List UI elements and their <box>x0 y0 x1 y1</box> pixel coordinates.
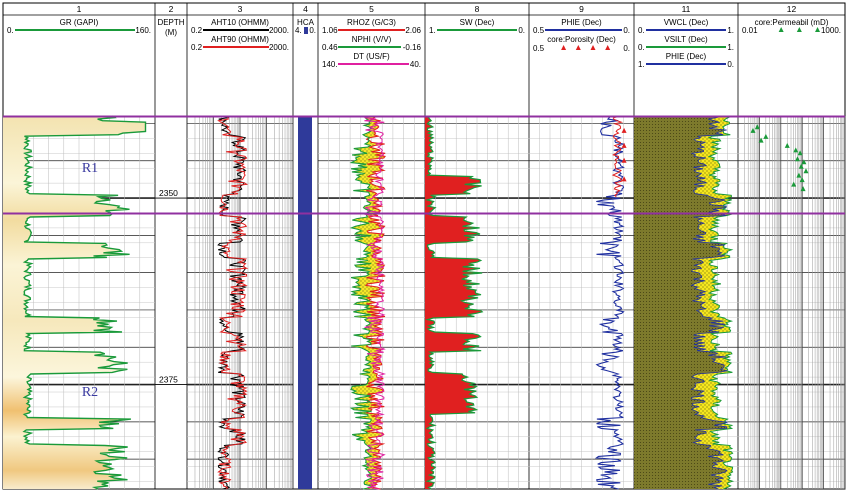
curve-name: VSILT (Dec) <box>664 35 708 44</box>
track-number: 2 <box>169 4 174 14</box>
curve-max-label: -0.16 <box>403 43 422 52</box>
curve-min-label: 1. <box>638 60 645 69</box>
track-number: 12 <box>787 4 797 14</box>
permeability-point <box>803 168 809 174</box>
curve-max-label: 2000. <box>269 26 289 35</box>
permeability-point <box>791 181 797 187</box>
gr-sand-fill <box>3 116 146 489</box>
permeability-marker <box>778 27 784 32</box>
core-porosity-marker <box>605 45 611 50</box>
sw-fill <box>425 116 483 489</box>
core-porosity-marker <box>561 45 567 50</box>
aht90-curve <box>217 115 249 490</box>
phie-curve <box>594 115 626 490</box>
curve-max-label: 2.06 <box>405 26 421 35</box>
core-porosity-point <box>621 142 627 148</box>
permeability-point <box>750 127 756 133</box>
curve-min-label: 1.06 <box>322 26 338 35</box>
permeability-point <box>798 163 804 169</box>
curve-name: core:Permeabil (mD) <box>755 18 829 27</box>
permeability-point <box>793 147 799 153</box>
permeability-point <box>796 172 802 178</box>
curve-min-label: 0. <box>638 43 645 52</box>
curve-min-label: 0. <box>638 26 645 35</box>
curve-min-label: 1. <box>429 26 436 35</box>
curve-max-label: 160. <box>135 26 151 35</box>
depth-header-unit: (M) <box>165 28 177 37</box>
dt-curve <box>363 115 387 490</box>
permeability-point <box>754 124 760 130</box>
curve-max-label: 0. <box>727 60 734 69</box>
hca-min-label: 4. <box>295 26 302 35</box>
hca-legend-swatch <box>304 27 308 34</box>
track-number: 11 <box>682 4 691 14</box>
curve-min-label: 0.5 <box>533 44 545 53</box>
curve-name: core:Porosity (Dec) <box>547 35 616 44</box>
curve-max-label: 40. <box>410 60 421 69</box>
curve-name: DT (US/F) <box>353 52 390 61</box>
curve-name: PHIE (Dec) <box>561 18 602 27</box>
hca-bar <box>298 117 312 489</box>
depth-label: 2375 <box>159 375 178 385</box>
core-porosity-point <box>621 127 627 133</box>
permeability-point <box>794 156 800 162</box>
sw-curve <box>424 115 484 490</box>
curve-min-label: 0.46 <box>322 43 338 52</box>
permeability-point <box>799 177 805 183</box>
track-number: 1 <box>77 4 82 14</box>
vsilt-curve <box>707 115 735 490</box>
track-number: 4 <box>303 4 308 14</box>
permeability-point <box>758 137 764 143</box>
curve-max-label: 1. <box>727 26 734 35</box>
curve-max-label: 0. <box>623 26 630 35</box>
core-porosity-marker <box>590 45 596 50</box>
permeability-point <box>800 186 806 192</box>
track-number: 9 <box>579 4 584 14</box>
core-porosity-point <box>621 176 627 182</box>
track-number: 8 <box>475 4 480 14</box>
curve-max-label: 1. <box>727 43 734 52</box>
core-porosity-point <box>621 157 627 163</box>
curve-min-label: 0.2 <box>191 43 203 52</box>
gr-curve <box>22 115 147 490</box>
permeability-point <box>784 142 790 148</box>
curve-min-label: 140. <box>322 60 338 69</box>
core-porosity-curve <box>611 115 624 198</box>
permeability-point <box>763 133 769 139</box>
zone-label: R1 <box>82 161 98 176</box>
track-number: 3 <box>238 4 243 14</box>
curve-min-label: 0. <box>7 26 14 35</box>
curve-max-label: 1000. <box>821 26 841 35</box>
curve-min-label: 0.5 <box>533 26 545 35</box>
permeability-marker <box>796 27 802 32</box>
permeability-point <box>797 150 803 156</box>
permeability-marker <box>815 27 821 32</box>
curve-name: SW (Dec) <box>460 18 495 27</box>
track-number: 5 <box>369 4 374 14</box>
curve-name: GR (GAPI) <box>60 18 99 27</box>
aht10-curve <box>217 115 248 490</box>
depth-label: 2350 <box>159 188 178 198</box>
core-porosity-marker <box>575 45 581 50</box>
curve-name: PHIE (Dec) <box>666 52 707 61</box>
curve-name: AHT10 (OHMM) <box>211 18 269 27</box>
permeability-point <box>801 159 807 165</box>
depth-header-title: DEPTH <box>157 18 184 27</box>
curve-min-label: 0.2 <box>191 26 203 35</box>
zone-label: R2 <box>82 385 98 400</box>
hca-max-label: 0. <box>309 26 316 35</box>
curve-name: VWCL (Dec) <box>664 18 709 27</box>
nphi-curve <box>349 115 374 490</box>
hca-title: HCA <box>297 18 315 27</box>
curve-max-label: 0. <box>623 44 630 53</box>
curve-max-label: 2000. <box>269 43 289 52</box>
curve-min-label: 0.01 <box>742 26 758 35</box>
curve-max-label: 0. <box>518 26 525 35</box>
curve-name: NPHI (V/V) <box>352 35 392 44</box>
vwcl-curve <box>690 115 728 490</box>
curve-name: RHOZ (G/C3) <box>347 18 396 27</box>
curve-name: AHT90 (OHMM) <box>211 35 269 44</box>
